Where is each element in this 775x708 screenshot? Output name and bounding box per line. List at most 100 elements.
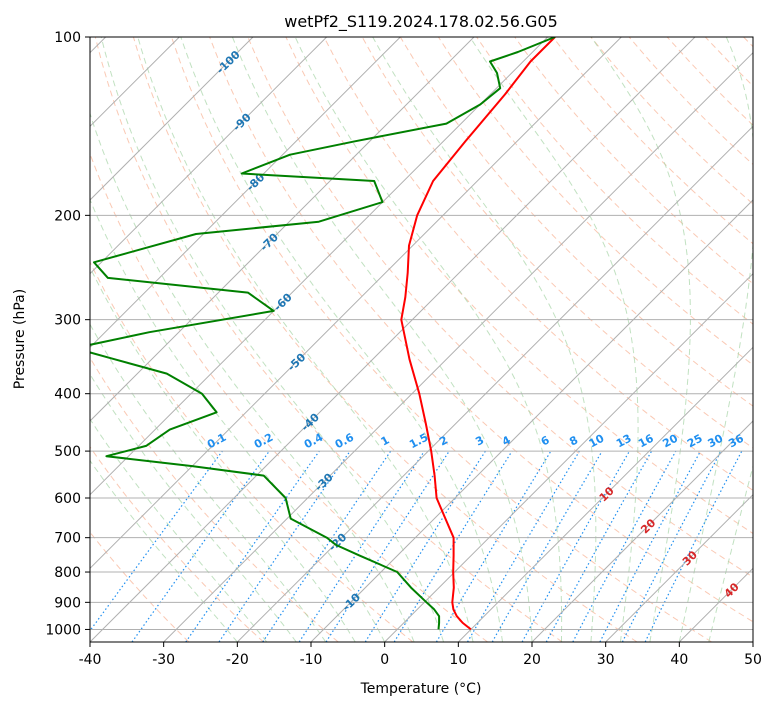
moist-adiabat-line xyxy=(90,198,386,642)
y-tick-label: 800 xyxy=(54,565,81,581)
dry-adiabat-line xyxy=(132,37,638,642)
mixing-ratio-label: 0.4 xyxy=(302,431,326,452)
dry-adiabat-line xyxy=(743,37,753,48)
moist-adiabat-line xyxy=(90,266,356,642)
y-tick-label: 400 xyxy=(54,387,81,403)
moist-adiabat-line xyxy=(708,464,753,642)
dry-adiabat-line xyxy=(666,37,753,126)
isotherm-line xyxy=(384,272,753,642)
dry-adiabats xyxy=(90,37,753,642)
chart-title: wetPf2_S119.2024.178.02.56.G05 xyxy=(284,12,558,32)
isotherm-line xyxy=(236,125,753,642)
isopleth-labels: 0.1 0.2 0.4 0.6 1 1.5 2 3 4 6 8 10 13 16 20 25 30 36-100-… xyxy=(205,48,746,670)
moist-adiabat-line xyxy=(372,37,597,642)
pressure-gridlines xyxy=(90,37,753,630)
moist-adiabat-line xyxy=(294,37,563,642)
isotherm-line xyxy=(457,346,753,642)
x-tick-label: 20 xyxy=(523,652,541,668)
y-axis-title: Pressure (hPa) xyxy=(12,289,28,389)
x-tick-label: -40 xyxy=(79,652,102,668)
dry-adiabat-line xyxy=(323,37,753,491)
x-tick-label: 0 xyxy=(380,652,389,668)
isotherm-line xyxy=(531,420,753,642)
isotherm-line xyxy=(90,37,696,642)
mixing-ratio-lines xyxy=(90,450,743,642)
mixing-ratio-line xyxy=(364,450,486,642)
mixing-ratio-line xyxy=(131,450,270,642)
dry-adiabat-line xyxy=(514,37,753,285)
dry-adiabat-line xyxy=(90,531,190,642)
isotherm-line xyxy=(90,37,401,349)
isotherm-line xyxy=(90,37,549,496)
isotherm-line xyxy=(90,37,622,570)
y-tick-label: 300 xyxy=(54,313,81,329)
dry-adiabat-line xyxy=(171,37,712,642)
dewpoint-profile-line xyxy=(90,37,556,630)
mixing-ratio-line xyxy=(599,450,702,642)
mixing-ratio-line xyxy=(521,450,631,642)
mixing-ratio-line xyxy=(466,450,580,642)
mixing-ratio-label: 3 xyxy=(473,433,486,448)
moist-adiabat-line xyxy=(137,37,474,642)
mixing-ratio-label: 16 xyxy=(636,432,656,451)
moist-adiabats xyxy=(90,37,753,642)
moist-adiabat-line xyxy=(90,459,238,642)
dry-adiabat-line xyxy=(476,37,753,325)
mixing-ratio-label: 10 xyxy=(587,432,607,451)
moist-adiabat-line xyxy=(231,37,533,642)
y-tick-label: 100 xyxy=(54,30,81,46)
isotherm-line xyxy=(752,641,753,642)
moist-adiabat-line xyxy=(90,418,268,642)
y-tick-label: 200 xyxy=(54,208,81,224)
moist-adiabat-line xyxy=(90,373,297,642)
x-axis-title: Temperature (°C) xyxy=(360,681,482,697)
mixing-ratio-label: 36 xyxy=(726,432,746,451)
mixing-ratio-label: 25 xyxy=(685,432,705,451)
dry-adiabat-line xyxy=(437,37,753,366)
mixing-ratio-line xyxy=(325,450,450,642)
x-tick-label: 40 xyxy=(670,652,688,668)
x-tick-label: 10 xyxy=(449,652,467,668)
moist-adiabat-line xyxy=(180,37,503,642)
mixing-ratio-label: 6 xyxy=(539,433,552,448)
isotherm-line xyxy=(310,199,753,642)
isotherm-line xyxy=(90,37,254,201)
y-tick-label: 700 xyxy=(54,531,81,547)
sounding-profiles xyxy=(90,37,556,631)
isotherm-line xyxy=(605,493,753,642)
x-tick-label: -20 xyxy=(226,652,249,668)
mixing-ratio-label: 0.6 xyxy=(333,431,357,452)
mixing-ratio-line xyxy=(572,450,677,642)
y-tick-label: 900 xyxy=(54,595,81,611)
dry-adiabat-line xyxy=(94,37,563,642)
x-tick-label: -10 xyxy=(300,652,323,668)
x-tick-label: 30 xyxy=(597,652,615,668)
dry-adiabat-line xyxy=(209,37,753,623)
mixing-ratio-line xyxy=(185,450,320,642)
dry-adiabat-line xyxy=(90,356,339,642)
mixing-ratio-label: 2 xyxy=(437,433,450,448)
mixing-ratio-line xyxy=(90,450,223,632)
x-tick-label: -30 xyxy=(152,652,175,668)
dry-adiabat-line xyxy=(90,446,264,642)
isotherms xyxy=(90,37,753,642)
moist-adiabat-line xyxy=(590,37,691,642)
plot-area: 0.1 0.2 0.4 0.6 1 1.5 2 3 4 6 8 10 13 16 20 25 30 36-100-… xyxy=(90,37,753,670)
dry-adiabat-line xyxy=(90,260,414,642)
mixing-ratio-label: 30 xyxy=(706,432,726,451)
moist-adiabat-line xyxy=(678,37,753,642)
isotherm-label: 0 xyxy=(358,655,373,670)
dry-adiabat-line xyxy=(285,37,753,535)
temperature-profile-line xyxy=(400,37,556,631)
mixing-ratio-line xyxy=(218,450,351,642)
y-tick-label: 500 xyxy=(54,444,81,460)
y-tick-label: 1000 xyxy=(45,622,81,638)
mixing-ratio-label: 4 xyxy=(500,433,513,448)
y-axis: 1000 900 800 700 600 500 400 300 200 100 xyxy=(45,30,90,638)
mixing-ratio-line xyxy=(262,450,392,642)
mixing-ratio-line xyxy=(393,450,513,642)
mixing-ratio-line xyxy=(298,450,425,642)
dry-adiabat-line xyxy=(552,37,753,245)
moist-adiabat-line xyxy=(100,37,445,642)
mixing-ratio-line xyxy=(644,450,743,642)
